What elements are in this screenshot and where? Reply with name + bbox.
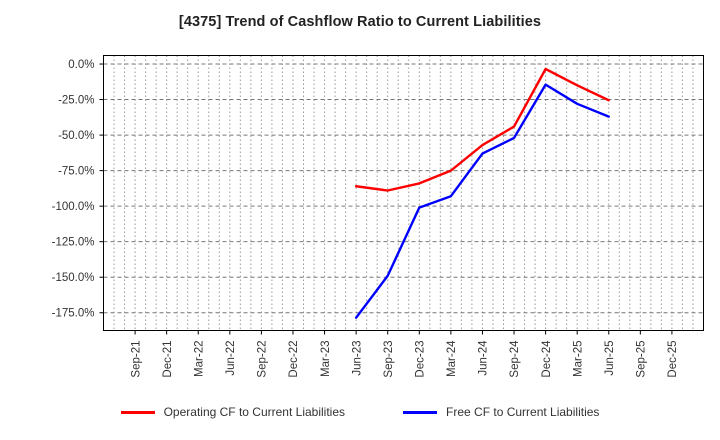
svg-text:-125.0%: -125.0% [52, 237, 95, 249]
svg-text:Jun-25: Jun-25 [604, 341, 616, 376]
legend-label-free-cf: Free CF to Current Liabilities [446, 405, 600, 419]
x-axis-tick-labels: Sep-21 Dec-21 Mar-22 Jun-22 Sep-22 Dec-22 Mar-… [130, 330, 679, 378]
grid-minor-lines [113, 55, 694, 331]
svg-text:Mar-23: Mar-23 [320, 341, 332, 377]
grid-major-lines [103, 63, 704, 314]
svg-text:Dec-24: Dec-24 [541, 340, 553, 378]
svg-text:Dec-22: Dec-22 [288, 341, 300, 378]
svg-text:Jun-23: Jun-23 [351, 341, 363, 376]
plot-frame [103, 55, 704, 331]
svg-text:Sep-21: Sep-21 [130, 341, 142, 378]
legend-item-free-cf: Free CF to Current Liabilities [403, 405, 599, 419]
svg-text:Sep-23: Sep-23 [383, 341, 395, 378]
svg-text:Sep-25: Sep-25 [636, 341, 648, 378]
svg-text:Mar-22: Mar-22 [193, 341, 205, 377]
svg-text:Sep-24: Sep-24 [509, 340, 521, 378]
svg-text:-75.0%: -75.0% [58, 166, 94, 178]
legend-swatch-operating-cf [120, 410, 155, 414]
svg-text:Dec-25: Dec-25 [667, 341, 679, 378]
svg-text:Sep-22: Sep-22 [257, 341, 269, 378]
svg-text:Mar-25: Mar-25 [572, 341, 584, 377]
y-axis-tick-labels: 0.0% -25.0% -50.0% -75.0% -100.0% -125.0% -150… [52, 59, 104, 320]
svg-text:-50.0%: -50.0% [58, 130, 94, 142]
svg-text:-25.0%: -25.0% [58, 95, 94, 107]
svg-text:0.0%: 0.0% [68, 59, 94, 71]
page-title: [4375] Trend of Cashflow Ratio to Curren… [178, 14, 542, 30]
svg-text:Dec-21: Dec-21 [162, 341, 174, 378]
chart-series-lines [354, 67, 610, 319]
svg-text:-100.0%: -100.0% [52, 201, 95, 213]
legend-item-operating-cf: Operating CF to Current Liabilities [120, 405, 346, 419]
svg-text:Jun-24: Jun-24 [478, 340, 490, 376]
svg-text:-175.0%: -175.0% [52, 308, 95, 320]
legend-swatch-free-cf [403, 410, 438, 414]
svg-text:Dec-23: Dec-23 [414, 341, 426, 378]
chart-legend: Operating CF to Current Liabilities Free… [0, 405, 720, 419]
svg-text:Mar-24: Mar-24 [446, 340, 458, 377]
svg-text:Jun-22: Jun-22 [225, 341, 237, 376]
svg-text:-150.0%: -150.0% [52, 272, 95, 284]
legend-label-operating-cf: Operating CF to Current Liabilities [163, 405, 346, 419]
